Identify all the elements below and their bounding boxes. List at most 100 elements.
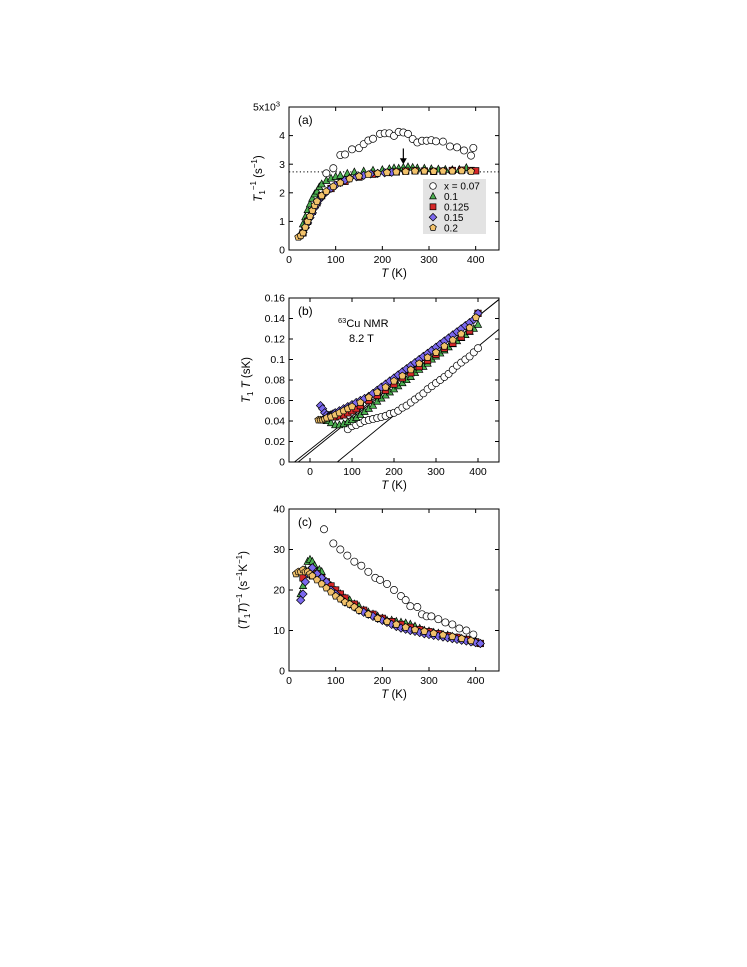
data-point xyxy=(429,167,438,175)
data-point xyxy=(448,166,457,175)
panel-2: 0 100 200 300 400 0 0.02 0.04 0.06 0.08 0.1 0.12 0.1… xyxy=(241,293,500,492)
data-point xyxy=(455,624,464,633)
data-point xyxy=(343,551,352,560)
legend-marker xyxy=(429,191,437,200)
y-axis-label: (T1T)−1 (s−1K−1) xyxy=(235,551,252,629)
data-point xyxy=(474,344,482,353)
y-tick-label: 0.16 xyxy=(265,293,286,305)
legend-label: 0.15 xyxy=(444,213,464,224)
y-tick-label: 10 xyxy=(273,625,285,637)
y-tick-label: 0 xyxy=(279,666,285,678)
x-tick-label: 0 xyxy=(307,466,313,478)
y-tick-label: 3 xyxy=(279,159,285,171)
data-point xyxy=(431,348,441,356)
data-point xyxy=(373,614,382,622)
data-point xyxy=(392,167,401,176)
data-point xyxy=(356,398,365,406)
x-tick-label: 100 xyxy=(343,466,361,478)
x-axis-label: T (K) xyxy=(381,480,407,492)
data-point xyxy=(441,618,450,627)
x-tick-label: 300 xyxy=(420,675,438,687)
data-point xyxy=(434,615,443,624)
data-point xyxy=(298,589,308,599)
data-point xyxy=(460,146,468,155)
data-point xyxy=(427,612,436,621)
annotation-field: 8.2 T xyxy=(349,333,374,345)
y-tick-label: 0.1 xyxy=(270,354,285,366)
legend-label: 0.2 xyxy=(444,223,458,234)
data-point xyxy=(300,577,310,587)
x-axis-label: T (K) xyxy=(381,689,407,701)
data-point xyxy=(322,169,331,178)
data-point xyxy=(413,603,422,611)
data-point xyxy=(326,418,336,427)
data-point xyxy=(364,393,373,401)
x-tick-label: 300 xyxy=(420,254,438,266)
x-tick-label: 300 xyxy=(427,466,445,478)
y-tick-label: 4 xyxy=(279,130,285,142)
data-point xyxy=(373,388,382,396)
legend-marker xyxy=(429,223,437,231)
series-5 xyxy=(291,565,476,645)
ticks: 0 100 200 300 400 0 1 2 3 4 5x103 xyxy=(253,100,499,266)
y-tick-label: 1 xyxy=(279,216,285,228)
data-point xyxy=(348,145,356,154)
legend-marker xyxy=(429,182,437,190)
x-tick-label: 400 xyxy=(469,466,487,478)
data-point xyxy=(329,164,338,173)
data-point xyxy=(410,625,420,634)
data-point xyxy=(336,170,345,179)
data-point xyxy=(336,178,345,187)
data-point xyxy=(320,525,328,534)
panel-label: (c) xyxy=(298,515,312,529)
data-points xyxy=(291,525,485,649)
x-tick-label: 400 xyxy=(467,254,485,266)
data-point xyxy=(347,402,357,411)
data-point xyxy=(308,571,317,580)
y-tick-label: 0 xyxy=(279,457,285,469)
data-point xyxy=(329,539,338,548)
x-tick-label: 400 xyxy=(467,675,485,687)
data-point xyxy=(354,606,364,614)
y-tick-label: 0 xyxy=(279,245,285,257)
y-tick-label: 5x103 xyxy=(253,100,280,114)
data-points xyxy=(314,308,483,434)
y-tick-label: 0.08 xyxy=(265,375,286,387)
panel-label: (a) xyxy=(298,113,313,127)
legend-marker xyxy=(428,212,438,222)
data-point xyxy=(336,545,345,554)
data-point xyxy=(382,168,392,176)
data-point xyxy=(392,620,401,628)
y-tick-label: 0.14 xyxy=(265,313,286,325)
data-points xyxy=(294,127,480,241)
data-point xyxy=(368,400,378,409)
data-point xyxy=(420,627,429,635)
data-point xyxy=(439,137,447,146)
data-point xyxy=(462,626,471,635)
data-point xyxy=(350,557,359,566)
data-point xyxy=(381,382,390,391)
y-tick-label: 0.04 xyxy=(265,416,286,428)
data-point xyxy=(382,617,392,625)
data-point xyxy=(312,575,322,584)
x-tick-label: 200 xyxy=(374,675,392,687)
data-point xyxy=(415,359,424,368)
data-point xyxy=(469,143,478,152)
data-point xyxy=(373,169,382,177)
data-point xyxy=(457,634,466,643)
x-axis-label: T (K) xyxy=(381,268,407,280)
data-point xyxy=(438,166,448,175)
data-point xyxy=(448,335,457,344)
data-point xyxy=(357,561,366,570)
data-point xyxy=(466,167,476,175)
x-tick-label: 100 xyxy=(327,254,345,266)
data-point xyxy=(473,319,483,328)
data-point xyxy=(457,166,466,175)
y-tick-label: 20 xyxy=(273,585,285,597)
y-tick-label: 30 xyxy=(273,544,285,556)
data-point xyxy=(341,150,349,159)
y-tick-label: 2 xyxy=(279,187,285,199)
data-point xyxy=(475,638,485,649)
data-point xyxy=(467,151,475,160)
legend-label: x = 0.07 xyxy=(444,182,480,193)
